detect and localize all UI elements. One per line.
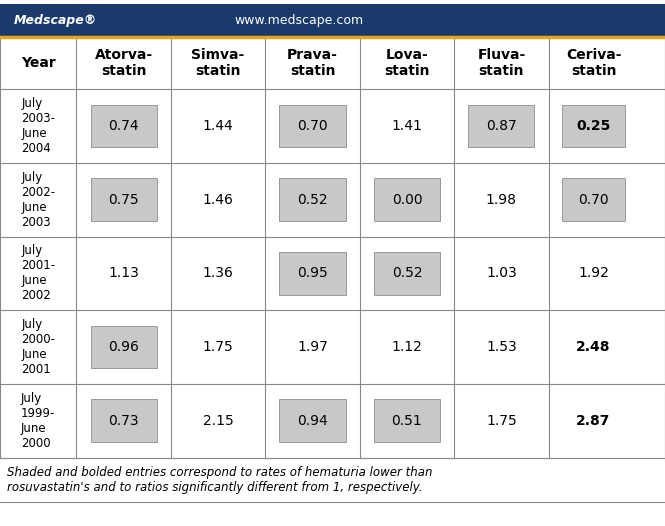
FancyBboxPatch shape: [374, 399, 440, 442]
FancyBboxPatch shape: [90, 178, 157, 221]
Text: Atorva-
statin: Atorva- statin: [94, 48, 153, 78]
Text: Fluva-
statin: Fluva- statin: [477, 48, 525, 78]
Text: 1.46: 1.46: [203, 193, 233, 207]
Text: 0.52: 0.52: [392, 266, 422, 280]
Text: 0.75: 0.75: [108, 193, 139, 207]
FancyBboxPatch shape: [562, 178, 625, 221]
Text: 0.51: 0.51: [392, 414, 422, 428]
Text: 1.03: 1.03: [486, 266, 517, 280]
Text: www.medscape.com: www.medscape.com: [235, 14, 364, 27]
Text: July
1999-
June
2000: July 1999- June 2000: [21, 392, 55, 450]
Text: 1.41: 1.41: [392, 119, 422, 133]
FancyBboxPatch shape: [468, 105, 535, 147]
Text: 0.96: 0.96: [108, 340, 139, 354]
Text: 2.87: 2.87: [577, 414, 610, 428]
Text: July
2003-
June
2004: July 2003- June 2004: [21, 97, 55, 155]
FancyBboxPatch shape: [0, 4, 665, 37]
Text: 2.15: 2.15: [203, 414, 233, 428]
Text: 0.25: 0.25: [577, 119, 610, 133]
Text: Shaded and bolded entries correspond to rates of hematuria lower than
rosuvastat: Shaded and bolded entries correspond to …: [7, 466, 432, 493]
Text: 1.12: 1.12: [392, 340, 422, 354]
Text: 0.94: 0.94: [297, 414, 328, 428]
FancyBboxPatch shape: [374, 252, 440, 295]
Text: 1.92: 1.92: [578, 266, 609, 280]
Text: 2.48: 2.48: [577, 340, 610, 354]
Text: July
2001-
June
2002: July 2001- June 2002: [21, 245, 55, 302]
FancyBboxPatch shape: [279, 252, 346, 295]
Text: Year: Year: [21, 56, 56, 70]
Text: Prava-
statin: Prava- statin: [287, 48, 338, 78]
Text: Lova-
statin: Lova- statin: [384, 48, 430, 78]
Text: 0.52: 0.52: [297, 193, 328, 207]
Text: July
2002-
June
2003: July 2002- June 2003: [21, 170, 55, 229]
Text: 0.95: 0.95: [297, 266, 328, 280]
Text: 0.00: 0.00: [392, 193, 422, 207]
Text: 1.53: 1.53: [486, 340, 517, 354]
Text: 1.36: 1.36: [203, 266, 233, 280]
FancyBboxPatch shape: [562, 105, 625, 147]
FancyBboxPatch shape: [90, 326, 157, 368]
Text: 1.75: 1.75: [486, 414, 517, 428]
Text: 0.87: 0.87: [486, 119, 517, 133]
FancyBboxPatch shape: [374, 178, 440, 221]
Text: Medscape®: Medscape®: [13, 14, 96, 27]
Text: 1.13: 1.13: [108, 266, 139, 280]
Text: Ceriva-
statin: Ceriva- statin: [566, 48, 621, 78]
Text: July
2000-
June
2001: July 2000- June 2001: [21, 318, 55, 376]
FancyBboxPatch shape: [279, 399, 346, 442]
Text: 0.70: 0.70: [578, 193, 609, 207]
Text: 1.97: 1.97: [297, 340, 328, 354]
FancyBboxPatch shape: [279, 105, 346, 147]
Text: 1.75: 1.75: [203, 340, 233, 354]
FancyBboxPatch shape: [279, 178, 346, 221]
Text: 1.98: 1.98: [486, 193, 517, 207]
Text: Simva-
statin: Simva- statin: [192, 48, 245, 78]
FancyBboxPatch shape: [90, 399, 157, 442]
Text: 0.74: 0.74: [108, 119, 139, 133]
FancyBboxPatch shape: [90, 105, 157, 147]
Text: 0.70: 0.70: [297, 119, 328, 133]
Text: 0.73: 0.73: [108, 414, 139, 428]
Text: 1.44: 1.44: [203, 119, 233, 133]
